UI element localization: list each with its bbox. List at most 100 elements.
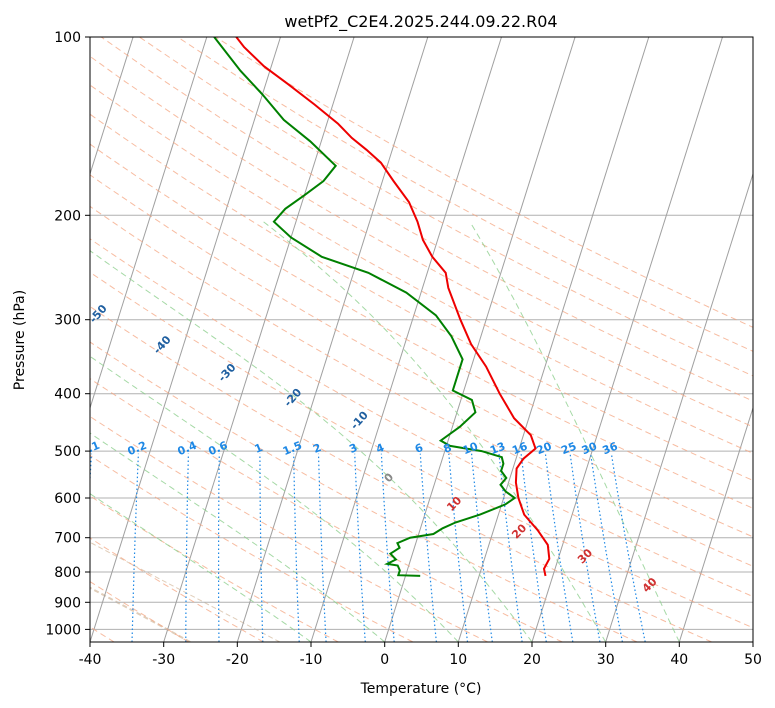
mixing-ratio-label: 6 — [413, 441, 425, 456]
dry-adiabat-label: -60 — [24, 267, 47, 291]
dry-adiabat-line — [100, 37, 753, 402]
mixing-ratio-label: 1 — [253, 441, 265, 456]
x-tick-label: 0 — [380, 652, 389, 668]
dry-adiabat-line — [90, 415, 488, 642]
dewpoint-profile-line — [213, 37, 517, 577]
y-tick-label: 800 — [54, 565, 81, 581]
dry-adiabat-line — [90, 205, 753, 567]
dry-adiabat-label: -10 — [348, 408, 371, 432]
dry-adiabat-line — [90, 113, 753, 481]
temperature-profile-line — [235, 37, 551, 577]
x-tick-label: 10 — [449, 652, 467, 668]
x-tick-label: -30 — [152, 652, 175, 668]
mixing-ratio-line — [610, 453, 646, 642]
x-axis-ticks: -40 -30 -20 -10 0 10 20 30 40 50 — [79, 642, 762, 668]
mixing-ratio-label: 0.4 — [176, 439, 199, 458]
y-tick-label: 700 — [54, 531, 81, 547]
y-axis-ticks: 100 200 300 400 500 600 700 800 900 1000 — [45, 30, 90, 638]
moist-adiabat-line — [469, 221, 680, 642]
x-axis-label: Temperature (°C) — [360, 681, 482, 697]
mixing-ratio-line — [218, 453, 220, 642]
mixing-ratio-label: 25 — [559, 440, 578, 458]
isotherm-line — [90, 37, 208, 410]
theta-arc — [90, 541, 281, 642]
dry-adiabat-layer — [90, 37, 753, 642]
dry-adiabat-label: -40 — [151, 333, 174, 357]
isotherm-line — [531, 37, 723, 642]
dry-adiabat-line — [90, 271, 753, 629]
isotherm-line — [90, 37, 281, 642]
mixing-ratio-label: 4 — [374, 441, 386, 456]
isotherm-layer — [0, 37, 753, 642]
mixing-ratio-line — [448, 453, 469, 642]
mixing-ratio-label: 36 — [601, 439, 620, 457]
dry-adiabat-line — [90, 84, 753, 454]
mixing-ratio-line — [520, 453, 547, 642]
mixing-ratio-label: 30 — [580, 439, 599, 457]
moist-adiabat-label: 40 — [640, 575, 660, 595]
mixing-ratio-label: 0.1 — [79, 439, 102, 458]
y-tick-label: 1000 — [45, 622, 81, 638]
pressure-grid-layer — [90, 37, 753, 630]
x-tick-label: 50 — [744, 652, 762, 668]
x-tick-label: -20 — [226, 652, 249, 668]
y-tick-label: 500 — [54, 444, 81, 460]
dry-adiabat-line — [139, 37, 753, 377]
y-tick-label: 100 — [54, 30, 81, 46]
mixing-ratio-line — [317, 453, 327, 642]
moist-adiabat-label: 30 — [575, 546, 595, 566]
isotherm-line — [90, 37, 134, 176]
plot-area: 0.10.20.40.611.52346810131620253036-100-… — [0, 37, 753, 642]
dry-adiabat-line — [90, 537, 264, 642]
mixing-ratio-label: 8 — [442, 441, 454, 456]
x-tick-label: -40 — [79, 652, 102, 668]
dry-adiabat-line — [177, 37, 753, 352]
mixing-ratio-label: 16 — [510, 439, 529, 457]
moist-adiabat-label: 10 — [444, 494, 464, 514]
moist-adiabat-layer — [90, 221, 680, 642]
dry-adiabat-line — [90, 305, 712, 642]
isotherm-line — [457, 37, 650, 642]
dry-adiabat-line — [90, 174, 753, 538]
dry-adiabat-line — [90, 238, 753, 598]
dry-adiabat-label: -30 — [216, 361, 239, 385]
mixing-ratio-line — [471, 453, 493, 642]
isotherm-line — [0, 37, 60, 642]
dry-adiabat-line — [90, 581, 190, 642]
moist-adiabat-line — [90, 355, 459, 642]
y-tick-label: 900 — [54, 595, 81, 611]
chart-title: wetPf2_C2E4.2025.244.09.22.R04 — [284, 12, 557, 32]
mixing-ratio-line — [419, 453, 437, 642]
isotherm-line — [384, 37, 576, 642]
mixing-ratio-line — [354, 453, 366, 642]
mixing-ratio-label: 3 — [347, 441, 359, 456]
moist-adiabat-line — [90, 250, 533, 642]
moist-adiabat-line — [90, 493, 312, 642]
isotherm-line — [605, 172, 753, 642]
mixing-ratio-label: 13 — [488, 440, 507, 458]
mixing-ratio-line — [590, 453, 623, 642]
dry-adiabat-line — [90, 454, 414, 642]
mixing-ratio-label: 10 — [461, 439, 480, 457]
dry-adiabat-line — [215, 37, 753, 328]
mixing-ratio-line — [131, 453, 139, 642]
dry-adiabat-line — [90, 143, 753, 509]
y-tick-label: 300 — [54, 313, 81, 329]
moist-adiabat-label: 20 — [509, 521, 529, 541]
isotherm-line — [678, 406, 753, 642]
y-axis-label: Pressure (hPa) — [12, 290, 28, 390]
moist-adiabat-line — [263, 221, 607, 642]
dry-adiabat-line — [90, 55, 753, 428]
plot-frame — [89, 36, 754, 643]
mixing-ratio-line — [259, 453, 264, 642]
dry-adiabat-line — [90, 341, 638, 642]
moist-adiabat-line — [90, 432, 386, 642]
mixing-ratio-label: 20 — [535, 439, 554, 457]
mixing-ratio-line — [293, 453, 300, 642]
x-tick-label: 20 — [523, 652, 541, 668]
isotherm-line — [163, 37, 355, 642]
theta-arc — [90, 586, 191, 642]
y-tick-label: 400 — [54, 387, 81, 403]
theta-arc-layer — [90, 541, 281, 642]
